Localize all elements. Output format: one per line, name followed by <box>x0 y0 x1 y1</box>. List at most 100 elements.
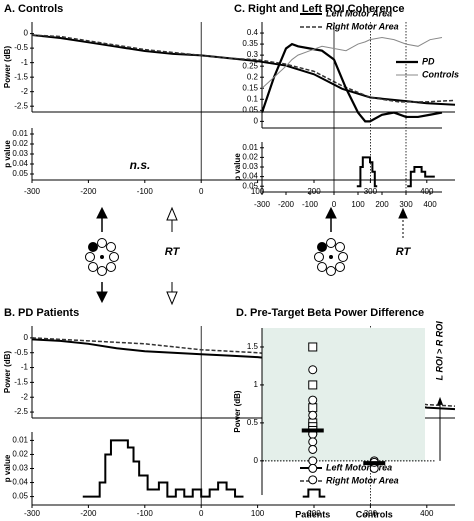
series-line <box>260 42 443 123</box>
y-tick-label: 0.04 <box>12 159 28 168</box>
y-tick-label: 0.04 <box>242 172 258 181</box>
y-tick-label: 0.03 <box>12 464 28 473</box>
chart-title: B. PD Patients <box>4 307 79 319</box>
y-tick-label: 1 <box>254 380 259 389</box>
x-tick-label: 0 <box>199 187 204 196</box>
shaded-region <box>262 328 425 461</box>
pvalue-line <box>356 156 378 188</box>
y-axis-label: Power (dB) <box>3 46 12 89</box>
x-tick-label: 0 <box>199 509 204 518</box>
y-tick-label: 0.2 <box>247 72 259 81</box>
y-tick-label: 0 <box>254 116 259 125</box>
y-tick-label: -0.5 <box>14 43 28 52</box>
y-tick-label: 0.05 <box>12 492 28 501</box>
x-tick-label: 300 <box>399 200 413 209</box>
y-tick-label: 0 <box>24 29 29 38</box>
point <box>308 380 318 390</box>
x-tick-label: -100 <box>137 187 154 196</box>
y-tick-label: 0.5 <box>247 418 259 427</box>
y-tick-label: -0.5 <box>14 348 28 357</box>
x-tick-label: -200 <box>80 509 97 518</box>
y-tick-label: 0.02 <box>12 450 28 459</box>
y-axis-label: p value <box>233 153 242 181</box>
x-tick-label: -200 <box>278 200 295 209</box>
annotation: L ROI > R ROI <box>434 321 444 381</box>
x-tick-label: Patients <box>295 509 330 519</box>
y-tick-label: -1.5 <box>14 72 28 81</box>
point <box>308 444 318 454</box>
annotation-arrowhead <box>437 396 443 405</box>
x-tick-label: 300 <box>364 509 378 518</box>
point <box>308 437 318 447</box>
chart-title: A. Controls <box>4 3 63 15</box>
x-tick-label: 100 <box>251 187 265 196</box>
y-tick-label: 0.01 <box>12 129 28 138</box>
y-tick-label: 0.25 <box>242 61 258 70</box>
y-axis-label: Power (dB) <box>233 390 242 433</box>
x-tick-label: -300 <box>24 187 41 196</box>
y-tick-label: -1.5 <box>14 377 28 386</box>
rt-label: RT <box>165 246 181 258</box>
y-tick-label: 0.02 <box>242 152 258 161</box>
point <box>308 410 318 420</box>
point <box>308 456 318 466</box>
x-tick-label: -300 <box>254 200 271 209</box>
y-tick-label: 0.3 <box>247 50 259 59</box>
y-tick-label: 0 <box>24 333 29 342</box>
y-tick-label: 0.1 <box>247 94 259 103</box>
point <box>308 403 318 413</box>
legend-label: Controls <box>422 69 459 79</box>
point <box>308 463 318 473</box>
x-tick-label: 200 <box>307 509 321 518</box>
y-tick-label: 0.01 <box>242 143 258 152</box>
pvalue-line <box>302 488 326 498</box>
x-tick-label: 400 <box>423 200 437 209</box>
point <box>308 475 318 485</box>
x-tick-label: Controls <box>356 509 393 519</box>
x-tick-label: 0 <box>332 200 337 209</box>
point <box>308 395 318 405</box>
x-tick-label: -100 <box>302 200 319 209</box>
pvalue-line <box>407 166 435 188</box>
point <box>308 342 318 352</box>
x-tick-label: -100 <box>137 509 154 518</box>
chart-title: C. Right and Left ROI Coherence <box>234 3 405 15</box>
y-axis-label: Power (dB) <box>3 351 12 394</box>
pvalue-line <box>82 439 244 498</box>
y-tick-label: 0.15 <box>242 83 258 92</box>
x-tick-label: 100 <box>251 509 265 518</box>
series-line <box>261 36 443 89</box>
cue-left <box>85 206 178 306</box>
legend-label: Left Motor Area <box>326 462 392 472</box>
x-tick-label: 100 <box>351 200 365 209</box>
y-tick-label: -2.5 <box>14 101 28 110</box>
y-tick-label: -2 <box>21 87 29 96</box>
point <box>308 365 318 375</box>
y-axis-label: p value <box>3 140 12 168</box>
x-tick-label: -200 <box>80 187 97 196</box>
y-tick-label: 0.05 <box>242 181 258 190</box>
x-tick-label: -300 <box>24 509 41 518</box>
y-tick-label: 0.03 <box>12 149 28 158</box>
mean-bar <box>363 461 386 466</box>
y-tick-label: 0.05 <box>242 105 258 114</box>
y-tick-label: 0.4 <box>247 28 259 37</box>
legend-label: Right Motor Area <box>326 21 399 31</box>
mean-bar <box>301 428 324 433</box>
y-tick-label: 0 <box>254 456 259 465</box>
y-tick-label: 0.35 <box>242 39 258 48</box>
y-tick-label: -2.5 <box>14 407 28 416</box>
series-line <box>31 34 456 103</box>
y-tick-label: 0.02 <box>12 139 28 148</box>
y-tick-label: -1 <box>21 363 29 372</box>
y-tick-label: -1 <box>21 58 29 67</box>
y-tick-label: 0.05 <box>12 169 28 178</box>
rt-label: RT <box>396 246 412 258</box>
cue-right <box>314 206 408 276</box>
y-axis-label: p value <box>3 454 12 482</box>
x-tick-label: 400 <box>420 509 434 518</box>
y-tick-label: 1.5 <box>247 342 259 351</box>
y-tick-label: 0.01 <box>12 436 28 445</box>
